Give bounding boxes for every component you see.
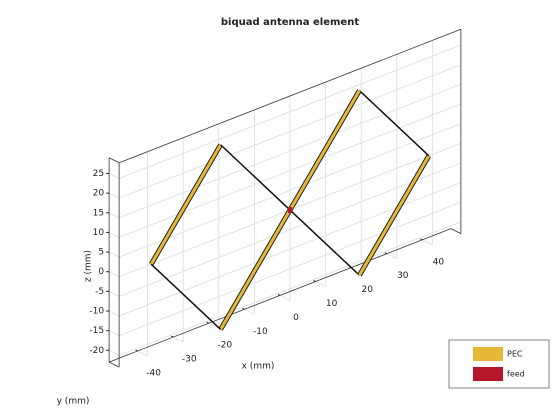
grid-line <box>118 162 462 297</box>
z-tick-label: -20 <box>89 346 104 356</box>
pec-strip <box>358 89 430 157</box>
grid-line <box>108 192 120 199</box>
y-axis-label: y (mm) <box>57 397 90 407</box>
axis-box-edge <box>108 361 120 368</box>
legend-label: PEC <box>507 350 523 359</box>
grid-line <box>108 271 120 278</box>
z-tick-label: 25 <box>93 169 104 179</box>
pec-strip <box>150 263 222 331</box>
legend-swatch <box>473 347 503 361</box>
grid-line <box>118 221 462 356</box>
z-tick-label: 5 <box>98 248 104 258</box>
pec-strip <box>358 155 431 277</box>
grid-line <box>108 330 120 337</box>
grid-line <box>118 123 462 258</box>
grid-line <box>422 239 433 246</box>
grid-line <box>386 253 398 260</box>
grid-line <box>118 103 462 238</box>
x-tick-label: 40 <box>433 257 445 267</box>
grid-line <box>118 182 462 317</box>
z-tick-label: -10 <box>89 307 104 317</box>
axis-box-edge <box>108 228 452 363</box>
x-tick-label: 30 <box>397 271 409 281</box>
legend-swatch <box>473 367 503 381</box>
grid-line <box>208 322 220 329</box>
grid-line <box>118 64 462 199</box>
x-tick-label: -10 <box>253 327 268 337</box>
grid-line <box>108 231 120 238</box>
axis-box-edge <box>450 228 462 235</box>
z-axis-label: z (mm) <box>84 250 94 282</box>
grid-line <box>244 308 255 315</box>
x-tick-label: 10 <box>326 299 338 309</box>
pec-strip <box>149 143 222 265</box>
axis-box-edge <box>118 28 462 164</box>
grid-line <box>108 310 120 317</box>
grid-line <box>279 294 291 301</box>
grid-line <box>108 349 120 356</box>
axis-box-edge <box>108 157 120 164</box>
z-tick-label: 10 <box>93 228 105 238</box>
grid-line <box>137 350 148 357</box>
grid-line <box>172 336 184 343</box>
grid-line <box>315 281 326 287</box>
grid-line <box>108 173 120 179</box>
z-tick-label: -15 <box>89 326 104 336</box>
grid-line <box>118 44 462 179</box>
x-tick-label: -30 <box>182 355 197 365</box>
x-tick-label: 20 <box>361 285 373 295</box>
grid-line <box>118 83 462 219</box>
grid-line <box>108 290 120 297</box>
x-tick-label: 0 <box>293 313 299 323</box>
legend-label: feed <box>507 370 525 379</box>
feed <box>288 207 292 213</box>
grid-line <box>108 251 120 258</box>
x-tick-label: -20 <box>217 341 232 351</box>
chart-title: biquad antenna element <box>221 17 359 28</box>
grid-line <box>118 201 462 337</box>
grid-line <box>108 212 120 219</box>
z-tick-label: -5 <box>95 287 104 297</box>
z-tick-label: 15 <box>93 208 104 218</box>
x-tick-label: -40 <box>146 368 161 378</box>
x-axis-label: x (mm) <box>242 362 275 372</box>
z-tick-label: 20 <box>93 189 105 199</box>
z-tick-label: 0 <box>98 267 104 277</box>
